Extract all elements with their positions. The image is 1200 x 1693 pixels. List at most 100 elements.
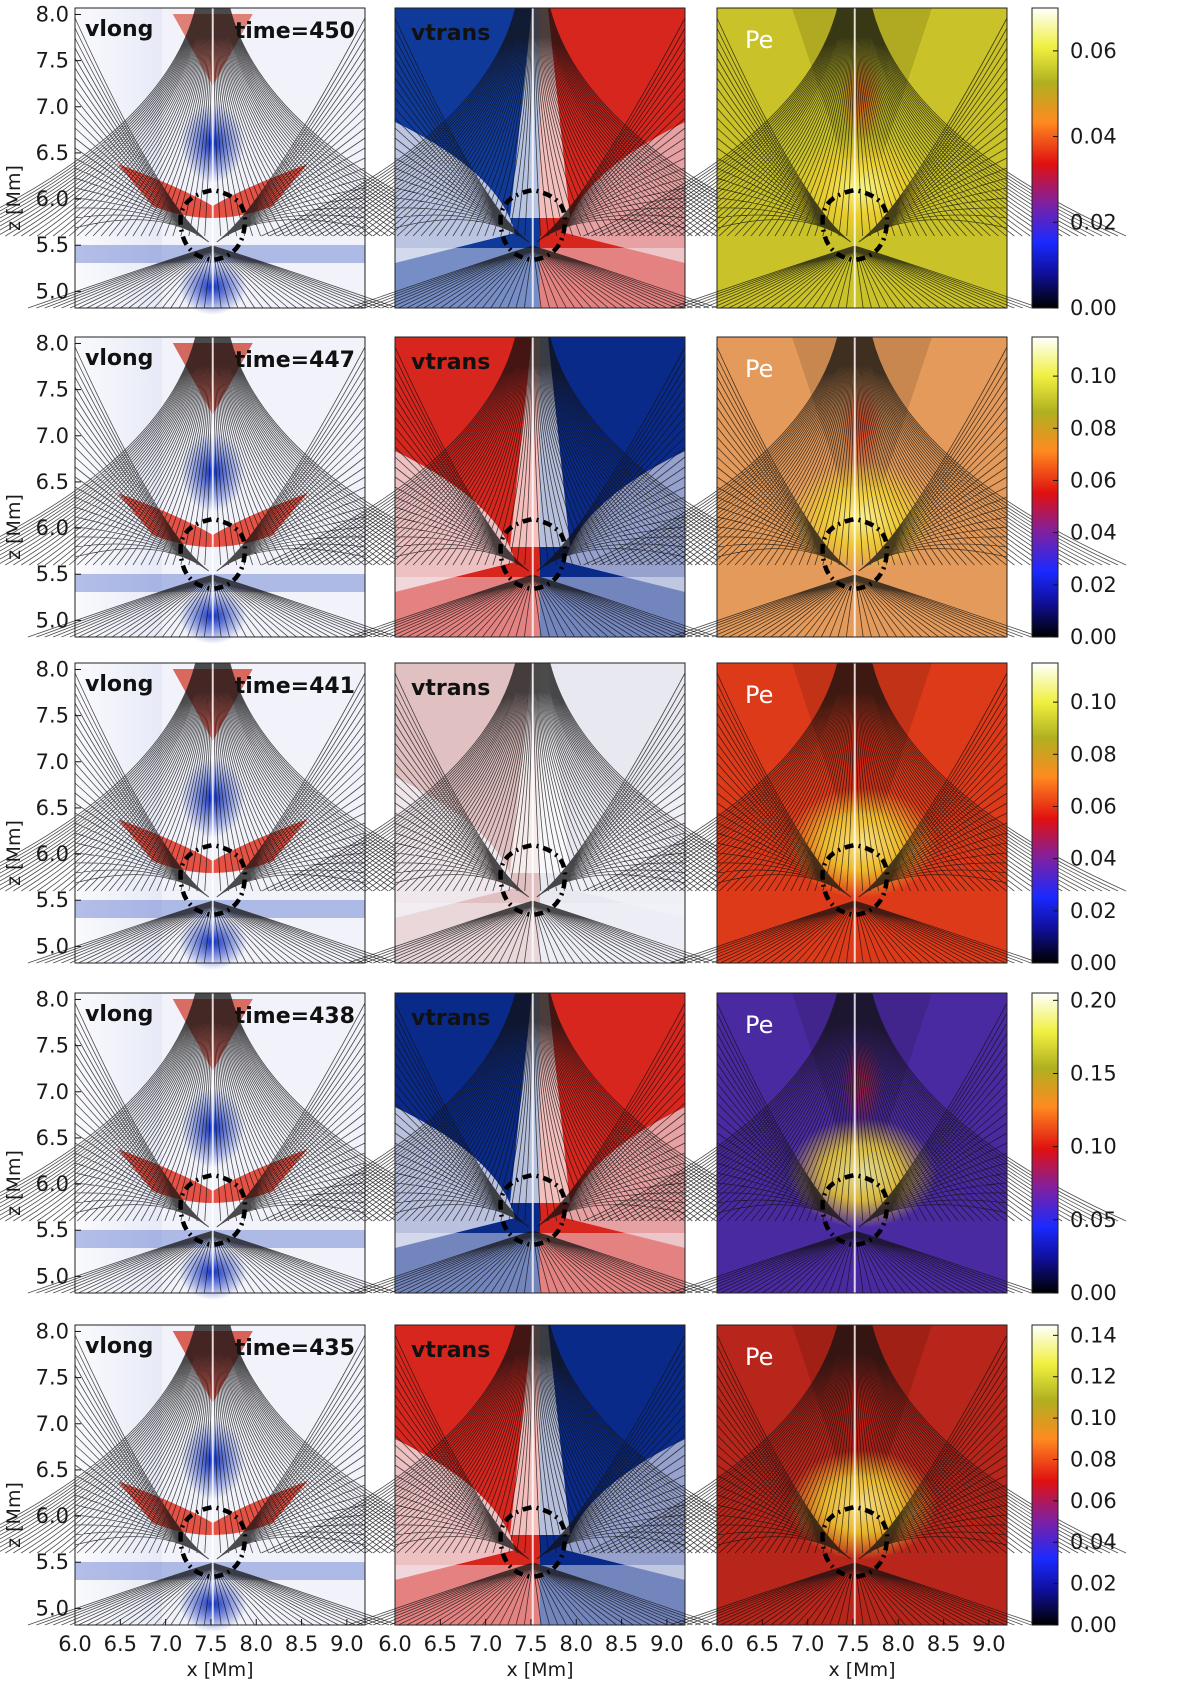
colorbar: 0.00 0.05 0.10 0.15 0.20	[1031, 988, 1117, 1305]
x-tick-label: 7.5	[514, 1632, 547, 1656]
y-tick-label: 5.0	[36, 608, 69, 632]
pe-label: Pe	[745, 26, 773, 54]
x-tick-label: 6.0	[700, 1632, 733, 1656]
vtrans-label: vtrans	[411, 1338, 490, 1363]
x-tick-label: 6.0	[378, 1632, 411, 1656]
x-tick-label: 7.0	[149, 1632, 182, 1656]
y-tick-label: 7.0	[36, 95, 69, 119]
y-tick-label: 8.0	[36, 2, 69, 26]
vlong-panel: vlong time=447 5.0 5.5 6.0 6.5 7.0 7.5 8.0 z [Mm]	[0, 331, 485, 644]
y-tick-label: 7.0	[36, 424, 69, 448]
y-tick-label: 6.0	[36, 1504, 69, 1528]
colorbar-tick-label: 0.00	[1070, 951, 1117, 975]
y-axis-label: z [Mm]	[3, 820, 25, 886]
vtrans-label: vtrans	[411, 676, 490, 701]
vtrans-label: vtrans	[411, 350, 490, 375]
y-tick-label: 5.5	[36, 233, 69, 257]
y-tick-label: 6.5	[36, 1126, 69, 1150]
y-tick-label: 5.5	[36, 562, 69, 586]
pe-panel: Pe 6.0 6.5 7.0 7.5 8.0 8.5 9.0 x [Mm]	[583, 1324, 1127, 1681]
x-tick-label: 8.5	[927, 1632, 960, 1656]
figure-row: vlong time=450 5.0 5.5 6.0 6.5 7.0 7.5 8.0 z [Mm]…	[0, 2, 1127, 320]
figure-row: vlong time=441 5.0 5.5 6.0 6.5 7.0 7.5 8.0 z [Mm]…	[0, 657, 1127, 975]
y-tick-label: 7.5	[36, 49, 69, 73]
time-label: time=441	[235, 674, 355, 699]
y-tick-label: 5.5	[36, 888, 69, 912]
vlong-panel: vlong time=441 5.0 5.5 6.0 6.5 7.0 7.5 8.0 z [Mm]	[0, 657, 485, 970]
y-tick-label: 6.0	[36, 842, 69, 866]
vtrans-panel: vtrans	[261, 662, 805, 964]
y-tick-label: 5.5	[36, 1218, 69, 1242]
colorbar-tick-label: 0.10	[1070, 1135, 1117, 1159]
colorbar-tick-label: 0.06	[1070, 794, 1117, 818]
y-tick-label: 7.0	[36, 1080, 69, 1104]
colorbar-tick-label: 0.06	[1070, 1489, 1117, 1513]
colorbar-tick-label: 0.00	[1070, 625, 1117, 649]
x-tick-label: 7.0	[791, 1632, 824, 1656]
x-axis-label: x [Mm]	[186, 1659, 253, 1681]
colorbar-tick-label: 0.15	[1070, 1061, 1117, 1085]
y-tick-label: 6.0	[36, 516, 69, 540]
colorbar-tick-label: 0.10	[1070, 1406, 1117, 1430]
vlong-panel: vlong time=438 5.0 5.5 6.0 6.5 7.0 7.5 8.0 z [Mm]	[0, 987, 485, 1300]
x-axis-label: x [Mm]	[506, 1659, 573, 1681]
vtrans-panel: vtrans	[261, 7, 805, 309]
x-tick-label: 9.0	[330, 1632, 363, 1656]
x-tick-label: 6.5	[104, 1632, 137, 1656]
vlong-label: vlong	[85, 17, 153, 42]
y-tick-label: 6.0	[36, 1172, 69, 1196]
y-tick-label: 6.5	[36, 470, 69, 494]
vtrans-panel: vtrans	[261, 992, 805, 1294]
pe-label: Pe	[745, 355, 773, 383]
y-axis-label: z [Mm]	[3, 1482, 25, 1548]
time-label: time=447	[235, 348, 355, 373]
y-tick-label: 7.5	[36, 1366, 69, 1390]
colorbar-tick-label: 0.14	[1070, 1323, 1117, 1347]
pe-label: Pe	[745, 1011, 773, 1039]
colorbar-tick-label: 0.08	[1070, 742, 1117, 766]
time-label: time=438	[235, 1004, 355, 1029]
x-tick-label: 8.0	[882, 1632, 915, 1656]
y-tick-label: 8.0	[36, 1319, 69, 1343]
colorbar-tick-label: 0.06	[1070, 468, 1117, 492]
y-tick-label: 7.0	[36, 750, 69, 774]
colorbar-tick-label: 0.04	[1070, 1530, 1117, 1554]
colorbar-tick-label: 0.08	[1070, 416, 1117, 440]
y-tick-label: 8.0	[36, 987, 69, 1011]
x-axis-label: x [Mm]	[828, 1659, 895, 1681]
pe-label: Pe	[745, 681, 773, 709]
colorbar-tick-label: 0.12	[1070, 1365, 1117, 1389]
colorbar-tick-label: 0.05	[1070, 1208, 1117, 1232]
pe-panel: Pe	[583, 992, 1127, 1294]
x-tick-label: 9.0	[972, 1632, 1005, 1656]
x-tick-label: 7.5	[836, 1632, 869, 1656]
colorbar-tick-label: 0.06	[1070, 39, 1117, 63]
y-tick-label: 6.5	[36, 141, 69, 165]
vlong-label: vlong	[85, 346, 153, 371]
x-tick-label: 8.5	[605, 1632, 638, 1656]
y-tick-label: 7.5	[36, 1034, 69, 1058]
y-tick-label: 8.0	[36, 657, 69, 681]
vlong-label: vlong	[85, 1002, 153, 1027]
colorbar-tick-label: 0.00	[1070, 296, 1117, 320]
y-tick-label: 6.5	[36, 1458, 69, 1482]
colorbar-tick-label: 0.08	[1070, 1447, 1117, 1471]
pe-panel: Pe	[583, 662, 1127, 964]
colorbar-tick-label: 0.10	[1070, 690, 1117, 714]
colorbar: 0.00 0.02 0.04 0.06 0.08 0.10	[1031, 662, 1117, 975]
vtrans-panel: vtrans	[261, 336, 805, 638]
colorbar-tick-label: 0.04	[1070, 125, 1117, 149]
figure-row: vlong time=435 5.0 5.5 6.0 6.5 7.0 7.5 8.0 z [Mm]…	[0, 1319, 1127, 1681]
colorbar-tick-label: 0.02	[1070, 899, 1117, 923]
colorbar: 0.00 0.02 0.04 0.06	[1031, 7, 1117, 320]
vlong-panel: vlong time=450 5.0 5.5 6.0 6.5 7.0 7.5 8.0 z [Mm]	[0, 2, 485, 315]
colorbar-tick-label: 0.00	[1070, 1613, 1117, 1637]
time-label: time=435	[235, 1336, 355, 1361]
colorbar-tick-label: 0.04	[1070, 521, 1117, 545]
colorbar-tick-label: 0.04	[1070, 847, 1117, 871]
x-tick-label: 9.0	[650, 1632, 683, 1656]
vtrans-label: vtrans	[411, 21, 490, 46]
y-axis-label: z [Mm]	[3, 1150, 25, 1216]
y-tick-label: 8.0	[36, 331, 69, 355]
